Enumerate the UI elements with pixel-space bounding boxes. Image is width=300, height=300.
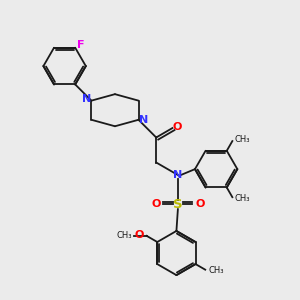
Text: O: O: [172, 122, 182, 132]
Text: CH₃: CH₃: [235, 135, 250, 144]
Text: N: N: [139, 115, 148, 125]
Text: CH₃: CH₃: [116, 231, 132, 240]
Text: O: O: [195, 200, 205, 209]
Text: S: S: [173, 198, 183, 211]
Text: N: N: [82, 94, 91, 104]
Text: F: F: [77, 40, 84, 50]
Text: CH₃: CH₃: [208, 266, 224, 275]
Text: O: O: [135, 230, 144, 240]
Text: CH₃: CH₃: [235, 194, 250, 203]
Text: N: N: [173, 170, 182, 180]
Text: O: O: [151, 200, 160, 209]
